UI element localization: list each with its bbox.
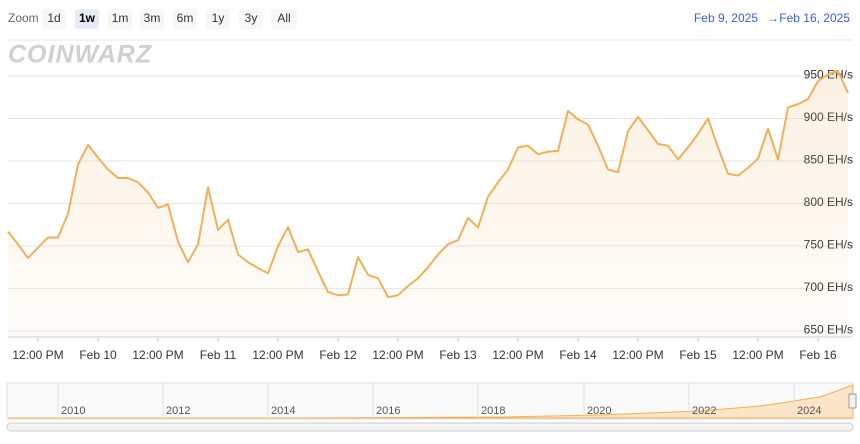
x-tick-label: Feb 13 [439, 348, 477, 362]
area-fill [8, 70, 848, 338]
zoom-button[interactable] [206, 9, 230, 29]
x-tick-label: 12:00 PM [252, 348, 303, 362]
x-tick-label: Feb 15 [679, 348, 717, 362]
zoom-button-label[interactable]: 3y [245, 11, 258, 25]
zoom-button[interactable] [173, 9, 197, 29]
zoom-button[interactable] [75, 9, 99, 29]
navigator-label: 2010 [61, 405, 85, 417]
zoom-button-label[interactable]: All [277, 11, 290, 25]
watermark: COINWARZ [8, 41, 153, 69]
navigator-label: 2018 [481, 405, 505, 417]
navigator-label: 2020 [587, 405, 611, 417]
zoom-button[interactable] [140, 9, 164, 29]
navigator-label: 2022 [692, 405, 716, 417]
zoom-button-label[interactable]: 1y [212, 11, 225, 25]
navigator-handle[interactable] [848, 393, 857, 409]
zoom-button[interactable] [239, 9, 263, 29]
x-tick-label: 12:00 PM [372, 348, 423, 362]
navigator-label: 2016 [376, 405, 400, 417]
zoom-button-label[interactable]: 1m [112, 11, 129, 25]
x-tick-label: Feb 11 [200, 348, 237, 362]
range-to[interactable]: Feb 16, 2025 [779, 11, 850, 25]
navigator-label: 2024 [797, 405, 821, 417]
zoom-button-label[interactable]: 3m [144, 11, 161, 25]
x-tick-label: Feb 10 [79, 348, 117, 362]
x-tick-label: Feb 12 [319, 348, 357, 362]
x-tick-label: Feb 14 [559, 348, 597, 362]
x-tick-label: 12:00 PM [132, 348, 183, 362]
x-tick-label: 12:00 PM [732, 348, 783, 362]
zoom-button-label[interactable]: 1d [47, 11, 60, 25]
range-from[interactable]: Feb 9, 2025 [694, 11, 758, 25]
x-tick-label: 12:00 PM [492, 348, 543, 362]
range-arrow: → [767, 11, 779, 25]
zoom-button[interactable] [271, 9, 297, 29]
x-tick-label: 12:00 PM [12, 348, 63, 362]
zoom-button-label[interactable]: 6m [177, 11, 194, 25]
x-tick-label: Feb 16 [799, 348, 837, 362]
line [7, 69, 849, 298]
zoom-label: Zoom [8, 11, 39, 25]
navigator-label: 2014 [271, 405, 295, 417]
zoom-button[interactable] [42, 9, 66, 29]
x-tick-label: 12:00 PM [612, 348, 663, 362]
zoom-button-label[interactable]: 1w [79, 11, 96, 25]
navigator-label: 2012 [166, 405, 190, 417]
scrollbar[interactable] [6, 422, 854, 432]
zoom-button[interactable] [108, 9, 132, 29]
